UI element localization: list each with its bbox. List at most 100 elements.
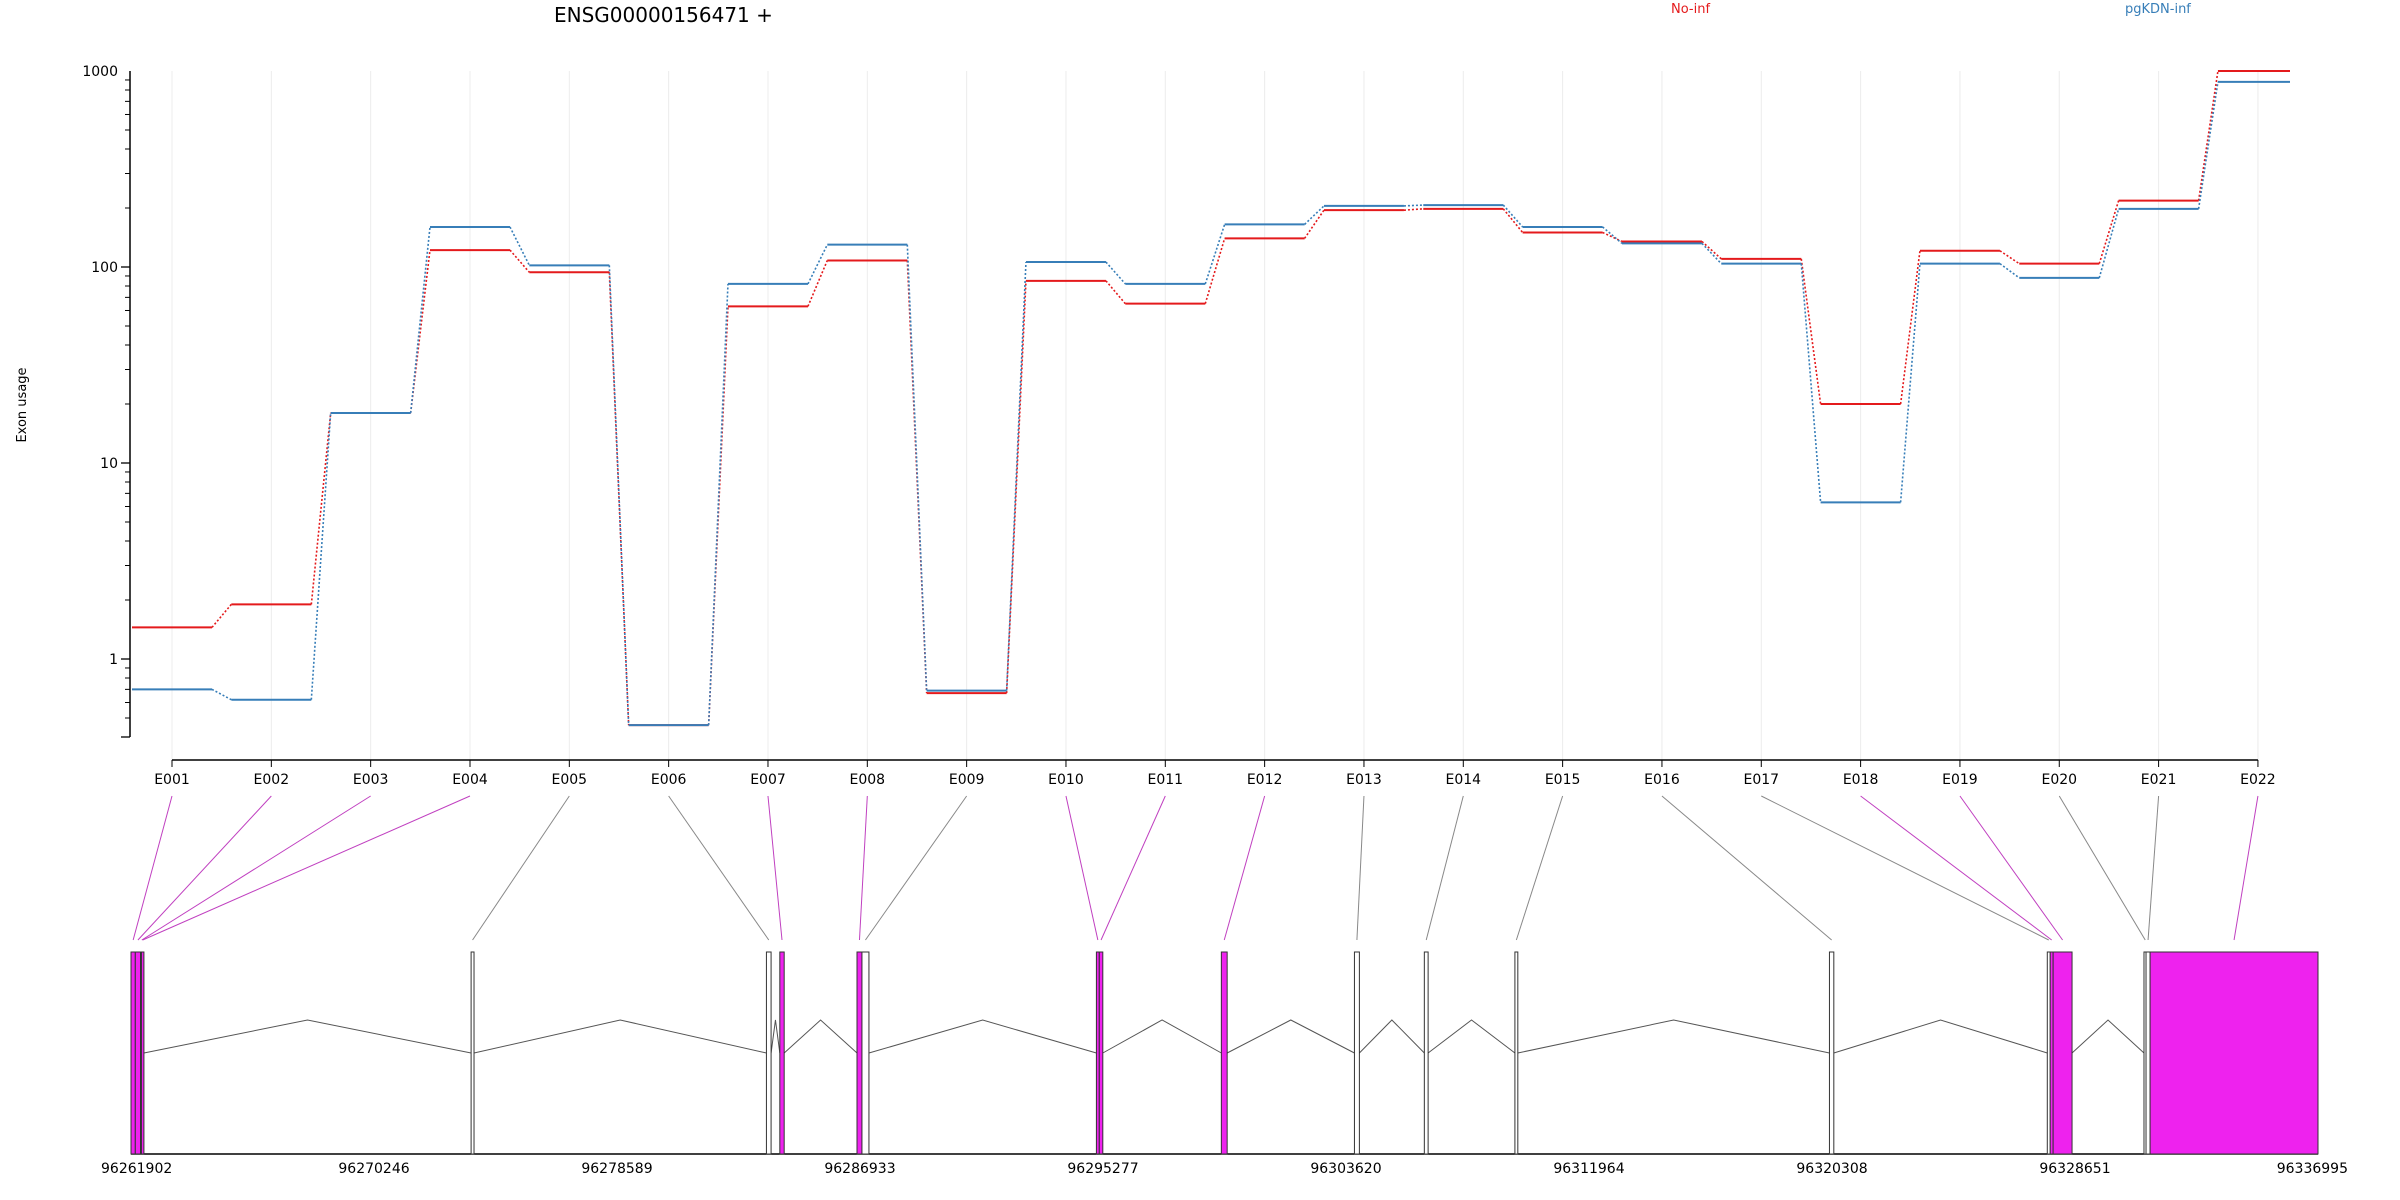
connector-pgkdn-inf-e014 (1502, 204, 1524, 228)
connector-no-inf-e009 (1005, 280, 1027, 694)
connector-line-e012 (1223, 795, 1266, 941)
connector-pgkdn-inf-e021 (2197, 81, 2219, 209)
connector-pgkdn-inf-e007 (807, 244, 829, 285)
connector-line-e009 (865, 795, 968, 941)
connector-line-e002 (137, 795, 272, 941)
genomic-tick-label: 96278589 (581, 1161, 652, 1177)
connector-no-inf-e019 (1999, 250, 2020, 265)
x-tick-label-e011: E011 (1148, 772, 1184, 788)
connector-pgkdn-inf-e002 (310, 412, 332, 700)
exon-block-e009 (861, 951, 870, 1155)
series-pgkdn-inf (132, 80, 2290, 727)
intron-e009-e010 (868, 1019, 1097, 1054)
gene-model: 96261902 96270246 96278589 96286933 96295277… (101, 951, 2348, 1177)
y-tick-label: 100 (91, 260, 118, 276)
connector-no-inf-e021 (2197, 70, 2219, 201)
connector-pgkdn-inf-e009 (1005, 262, 1027, 691)
connector-line-e010 (1065, 795, 1099, 941)
connector-pgkdn-inf-e003 (409, 226, 431, 414)
exon-block-e007 (779, 951, 785, 1155)
connector-no-inf-e012 (1303, 209, 1325, 239)
connector-no-inf-e003 (409, 249, 431, 414)
connector-line-e004 (142, 795, 471, 941)
intron-e007-e008 (783, 1019, 858, 1054)
x-tick-label-e020: E020 (2041, 772, 2077, 788)
intron-e012-e013 (1226, 1019, 1355, 1054)
x-tick-label-e008: E008 (850, 772, 886, 788)
connector-pgkdn-inf-e016 (1701, 242, 1722, 265)
connector-line-e008 (858, 795, 868, 941)
intron-e013-e014 (1359, 1019, 1425, 1054)
connector-line-e005 (472, 795, 570, 941)
x-tick-label-e018: E018 (1843, 772, 1879, 788)
genomic-tick-label: 96303620 (1310, 1161, 1381, 1177)
x-tick-label-e005: E005 (552, 772, 588, 788)
connector-no-inf-e011 (1204, 238, 1226, 304)
genomic-tick-label: 96311964 (1553, 1161, 1624, 1177)
exon-block-e011 (1098, 951, 1104, 1155)
connector-no-inf-e016 (1701, 240, 1722, 260)
x-tick-label-e014: E014 (1446, 772, 1482, 788)
connector-no-inf-e004 (509, 249, 530, 273)
intron-e011-e012 (1102, 1019, 1222, 1054)
genomic-tick-label: 96328651 (2039, 1161, 2110, 1177)
y-axis-label: Exon usage (15, 367, 30, 442)
genomic-tick-label: 96270246 (338, 1161, 409, 1177)
connector-line-e003 (141, 795, 371, 941)
connector-pgkdn-inf-e006 (707, 283, 729, 726)
x-tick-label-e006: E006 (651, 772, 687, 788)
connector-no-inf-e018 (1899, 250, 1921, 405)
x-tick-label-e002: E002 (254, 772, 290, 788)
exon-block-e019 (2052, 951, 2073, 1155)
y-tick-label: 10 (100, 456, 118, 472)
x-tick-label-e019: E019 (1942, 772, 1978, 788)
x-tick-label-e003: E003 (353, 772, 389, 788)
chart-title: ENSG00000156471 + (554, 3, 773, 27)
x-tick-label-e021: E021 (2141, 772, 2177, 788)
connector-line-e011 (1100, 795, 1166, 941)
genomic-tick-label: 96320308 (1796, 1161, 1867, 1177)
intron-e004-e005 (143, 1019, 472, 1054)
connector-line-e014 (1425, 795, 1464, 941)
intron-e006-e007 (770, 1019, 781, 1054)
x-tick-label-e015: E015 (1545, 772, 1581, 788)
exon-block-e005 (470, 951, 475, 1155)
grid-lines (171, 71, 2259, 760)
intron-e014-e015 (1427, 1019, 1516, 1054)
series-lines (132, 70, 2290, 727)
x-tick-label-e017: E017 (1743, 772, 1779, 788)
x-tick-label-e012: E012 (1247, 772, 1283, 788)
intron-e015-e016 (1517, 1019, 1830, 1054)
x-tick-label-e022: E022 (2240, 772, 2276, 788)
connector-line-e017 (1761, 795, 2049, 941)
x-tick-label-e013: E013 (1346, 772, 1382, 788)
y-tick-label: 1 (109, 652, 118, 668)
intron-e016-e017 (1833, 1019, 2048, 1054)
x-tick-label-e009: E009 (949, 772, 985, 788)
connector-pgkdn-inf-e019 (1999, 263, 2020, 279)
connector-line-e016 (1661, 795, 1832, 941)
connector-pgkdn-inf-e020 (2098, 208, 2120, 279)
x-tick-label-e001: E001 (154, 772, 190, 788)
connector-line-e021 (2147, 795, 2160, 941)
connector-pgkdn-inf-e001 (211, 688, 232, 701)
intron-e005-e006 (473, 1019, 767, 1054)
connector-line-e020 (2058, 795, 2146, 941)
connector-line-e006 (668, 795, 770, 941)
y-tick-label: 1000 (82, 64, 118, 80)
exon-connector-lines (132, 795, 2259, 941)
axes: 1 10 100 1000 E001 E002 E003 E004 E005 E006 E007 E0… (82, 64, 2275, 788)
exon-block-e015 (1514, 951, 1519, 1155)
x-tick-label-e007: E007 (750, 772, 786, 788)
exon-block-e021 (2145, 951, 2151, 1155)
connector-pgkdn-inf-e004 (509, 226, 531, 266)
exon-block-e006 (765, 951, 772, 1155)
x-tick-label-e004: E004 (452, 772, 488, 788)
connector-line-e007 (767, 795, 783, 941)
connector-pgkdn-inf-e005 (608, 265, 630, 726)
x-tick-label-e016: E016 (1644, 772, 1680, 788)
exon-block-e001 (130, 951, 136, 1155)
exon-block-e013 (1353, 951, 1360, 1155)
legend-label-pgkdn-inf: pgKDN-inf (2125, 2, 2191, 17)
